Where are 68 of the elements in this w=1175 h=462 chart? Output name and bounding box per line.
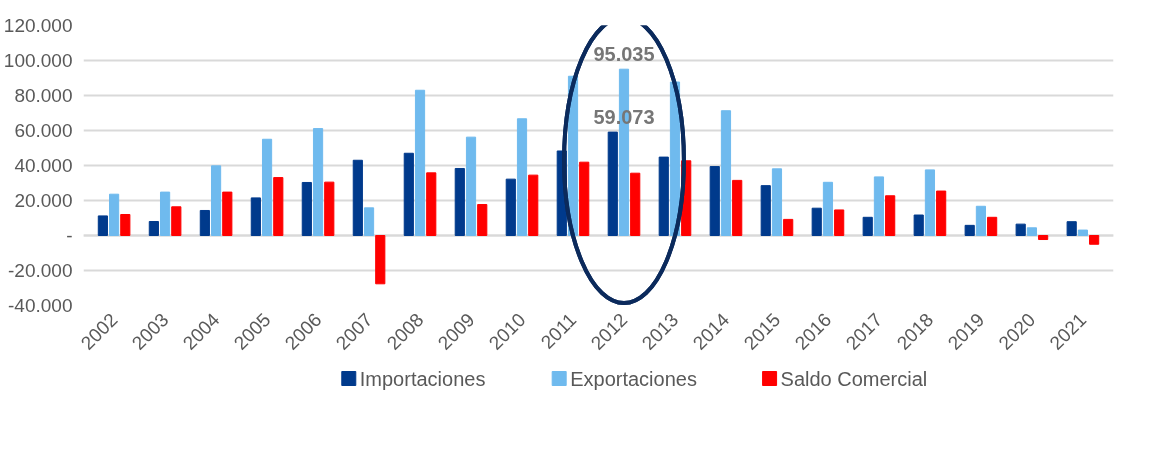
bar [426, 172, 437, 236]
bar [454, 167, 465, 236]
y-tick-label: 20.000 [14, 190, 73, 211]
bar [363, 207, 375, 236]
bar [579, 161, 590, 236]
bar [1015, 223, 1026, 236]
bar [975, 205, 987, 236]
bar [760, 185, 771, 236]
y-tick-label: 40.000 [14, 155, 73, 176]
bar [873, 176, 885, 236]
bar [477, 204, 488, 236]
bar [1026, 227, 1038, 236]
bar [171, 206, 182, 236]
bar [964, 224, 975, 236]
bar [222, 191, 233, 236]
bar [528, 174, 539, 236]
bar [375, 235, 386, 285]
legend-label: Saldo Comercial [780, 367, 928, 390]
bar [658, 156, 669, 236]
legend-label: Importaciones [359, 367, 486, 390]
bar [771, 168, 783, 236]
y-tick-label: 60.000 [14, 120, 73, 141]
bar [885, 195, 896, 236]
bar [97, 215, 108, 236]
bar [1089, 235, 1100, 245]
bar [822, 181, 834, 236]
bar [199, 209, 210, 236]
bar [516, 118, 528, 236]
bar [210, 165, 222, 236]
bar [273, 177, 284, 236]
bar [505, 178, 516, 236]
bar [720, 110, 732, 236]
bar [783, 218, 794, 236]
y-tick-label: - [66, 225, 73, 246]
bar [312, 128, 324, 236]
bar [1038, 235, 1049, 241]
bar [465, 136, 477, 236]
annotation: 95.035 [593, 43, 655, 66]
bar [913, 214, 924, 236]
bar [403, 152, 414, 236]
y-tick-label: 100.000 [3, 50, 73, 71]
bar [987, 216, 998, 236]
bar [732, 179, 743, 236]
bar [1066, 221, 1077, 236]
bar [160, 191, 171, 236]
bar [301, 181, 312, 236]
y-tick-label: 80.000 [14, 85, 73, 106]
bar [324, 181, 335, 236]
bar [709, 166, 720, 236]
bar [1077, 229, 1088, 236]
bar [109, 193, 120, 236]
bar [250, 197, 261, 236]
bar [811, 207, 822, 236]
bar [936, 190, 947, 236]
bar [120, 214, 131, 236]
bar [834, 209, 845, 236]
bar [414, 89, 426, 236]
bar [148, 221, 159, 236]
bar [607, 131, 618, 236]
bar [630, 172, 641, 236]
y-tick-label: 120.000 [3, 15, 73, 36]
y-tick-label: -20.000 [8, 260, 73, 281]
bar [352, 159, 363, 236]
y-tick-label: -40.000 [8, 295, 73, 316]
legend-label: Exportaciones [570, 367, 697, 390]
bar [924, 169, 936, 236]
bar [862, 216, 873, 236]
bar [261, 138, 273, 236]
